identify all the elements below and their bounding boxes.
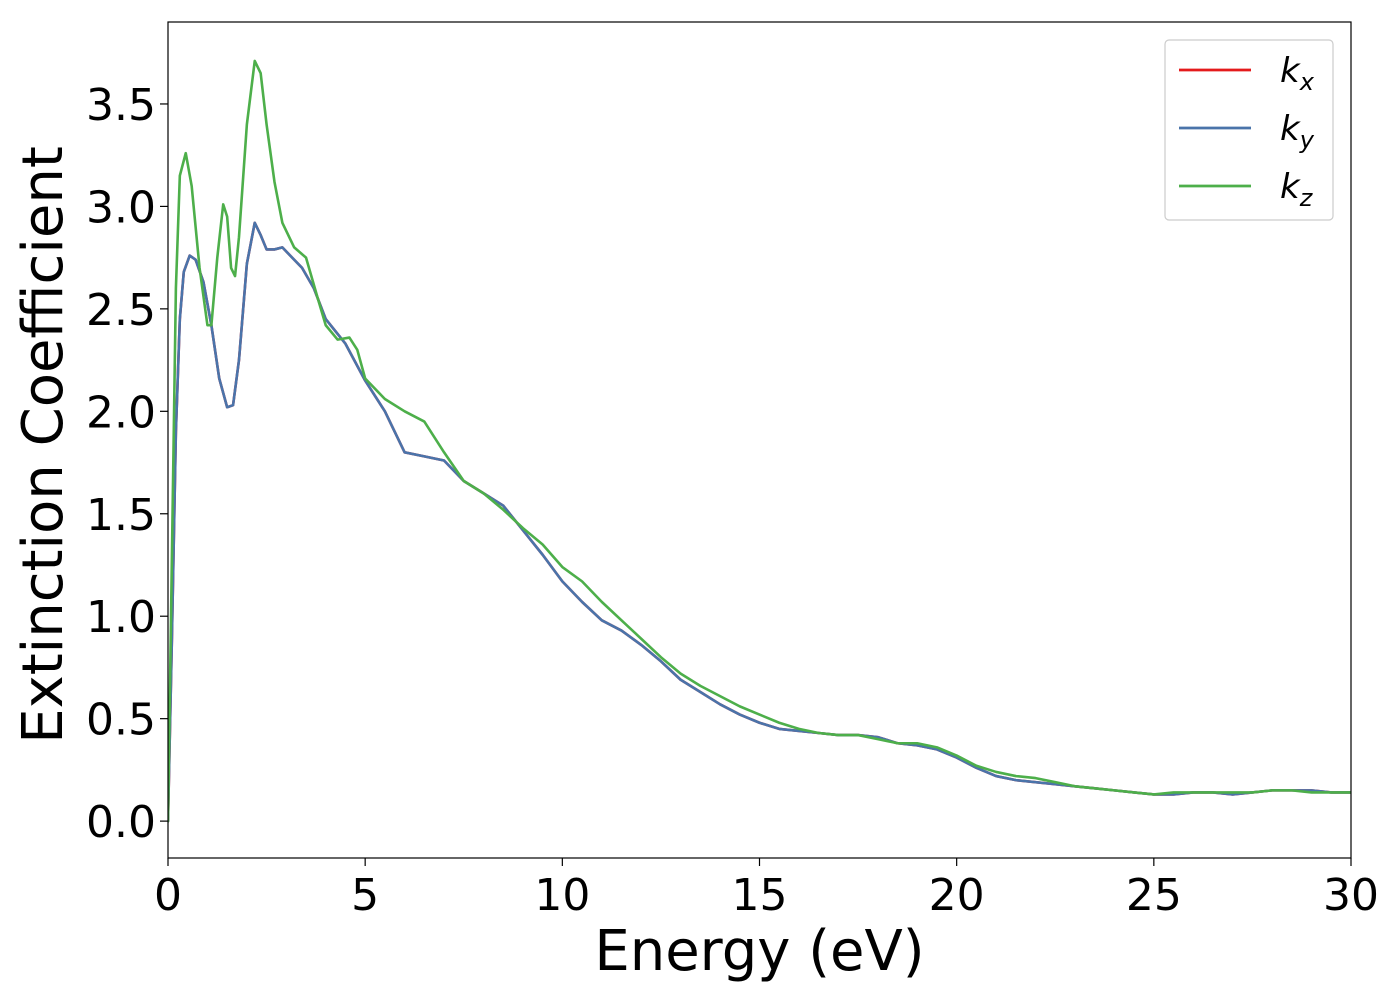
x-tick-label: 30 xyxy=(1323,870,1379,921)
legend-box xyxy=(1164,39,1334,221)
y-axis-label: Extinction Coefficient xyxy=(11,146,76,744)
y-tick-label: 2.0 xyxy=(86,387,156,438)
y-tick-label: 3.0 xyxy=(86,182,156,233)
x-tick-label: 15 xyxy=(732,870,788,921)
x-tick-label: 10 xyxy=(534,870,590,921)
y-axis-ticks: 0.0 0.5 1.0 1.5 2.0 2.5 3.0 3.5 xyxy=(86,80,168,848)
series-line-kz xyxy=(168,59,1351,823)
legend-label-kx: kx xyxy=(1280,51,1315,96)
y-tick-label: 3.5 xyxy=(86,80,156,131)
x-axis-label: Energy (eV) xyxy=(594,919,924,984)
y-tick-label: 1.0 xyxy=(86,592,156,643)
x-tick-label: 0 xyxy=(154,870,182,921)
x-axis-ticks: 0 5 10 15 20 25 30 xyxy=(154,858,1379,921)
y-tick-label: 0.0 xyxy=(86,797,156,848)
legend: kx ky kz xyxy=(1164,39,1334,221)
series-layer xyxy=(168,59,1351,823)
y-tick-label: 0.5 xyxy=(86,695,156,746)
y-tick-label: 1.5 xyxy=(86,490,156,541)
x-tick-label: 20 xyxy=(929,870,985,921)
legend-label-kz: kz xyxy=(1280,167,1314,212)
legend-label-ky: ky xyxy=(1280,109,1315,154)
y-tick-label: 2.5 xyxy=(86,285,156,336)
x-tick-label: 25 xyxy=(1126,870,1182,921)
x-tick-label: 5 xyxy=(351,870,379,921)
